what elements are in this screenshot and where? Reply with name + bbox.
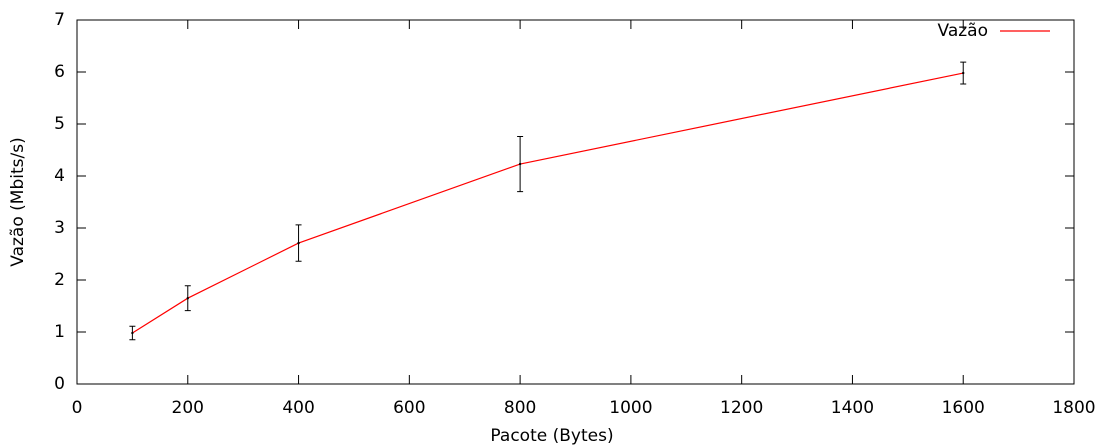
x-tick-label: 1000 [609, 398, 652, 418]
data-point [297, 241, 300, 245]
data-point [518, 162, 522, 166]
x-tick-label: 800 [504, 398, 536, 418]
y-axis-label: Vazão (Mbits/s) [8, 137, 28, 266]
x-tick-label: 1800 [1052, 398, 1095, 418]
series-line [132, 72, 964, 334]
y-tick-label: 3 [54, 218, 65, 238]
data-point [186, 297, 189, 300]
x-axis-label: Pacote (Bytes) [490, 426, 613, 446]
x-tick-label: 1600 [942, 398, 985, 418]
y-tick-label: 0 [54, 374, 65, 394]
x-tick-label: 1400 [831, 398, 874, 418]
y-tick-label: 2 [54, 270, 65, 290]
x-tick-label: 1200 [720, 398, 763, 418]
y-tick-label: 5 [54, 114, 65, 134]
y-tick-label: 6 [54, 62, 65, 82]
x-tick-label: 600 [393, 398, 425, 418]
plot-frame [76, 19, 1075, 385]
y-tick-label: 7 [54, 10, 65, 30]
x-tick-label: 400 [282, 398, 314, 418]
data-point [131, 331, 134, 335]
y-tick-label: 4 [54, 166, 65, 186]
y-tick-label: 1 [54, 322, 65, 342]
legend-label: Vazão [938, 21, 988, 41]
data-point [962, 71, 965, 75]
x-tick-label: 0 [72, 398, 83, 418]
x-tick-label: 200 [172, 398, 204, 418]
